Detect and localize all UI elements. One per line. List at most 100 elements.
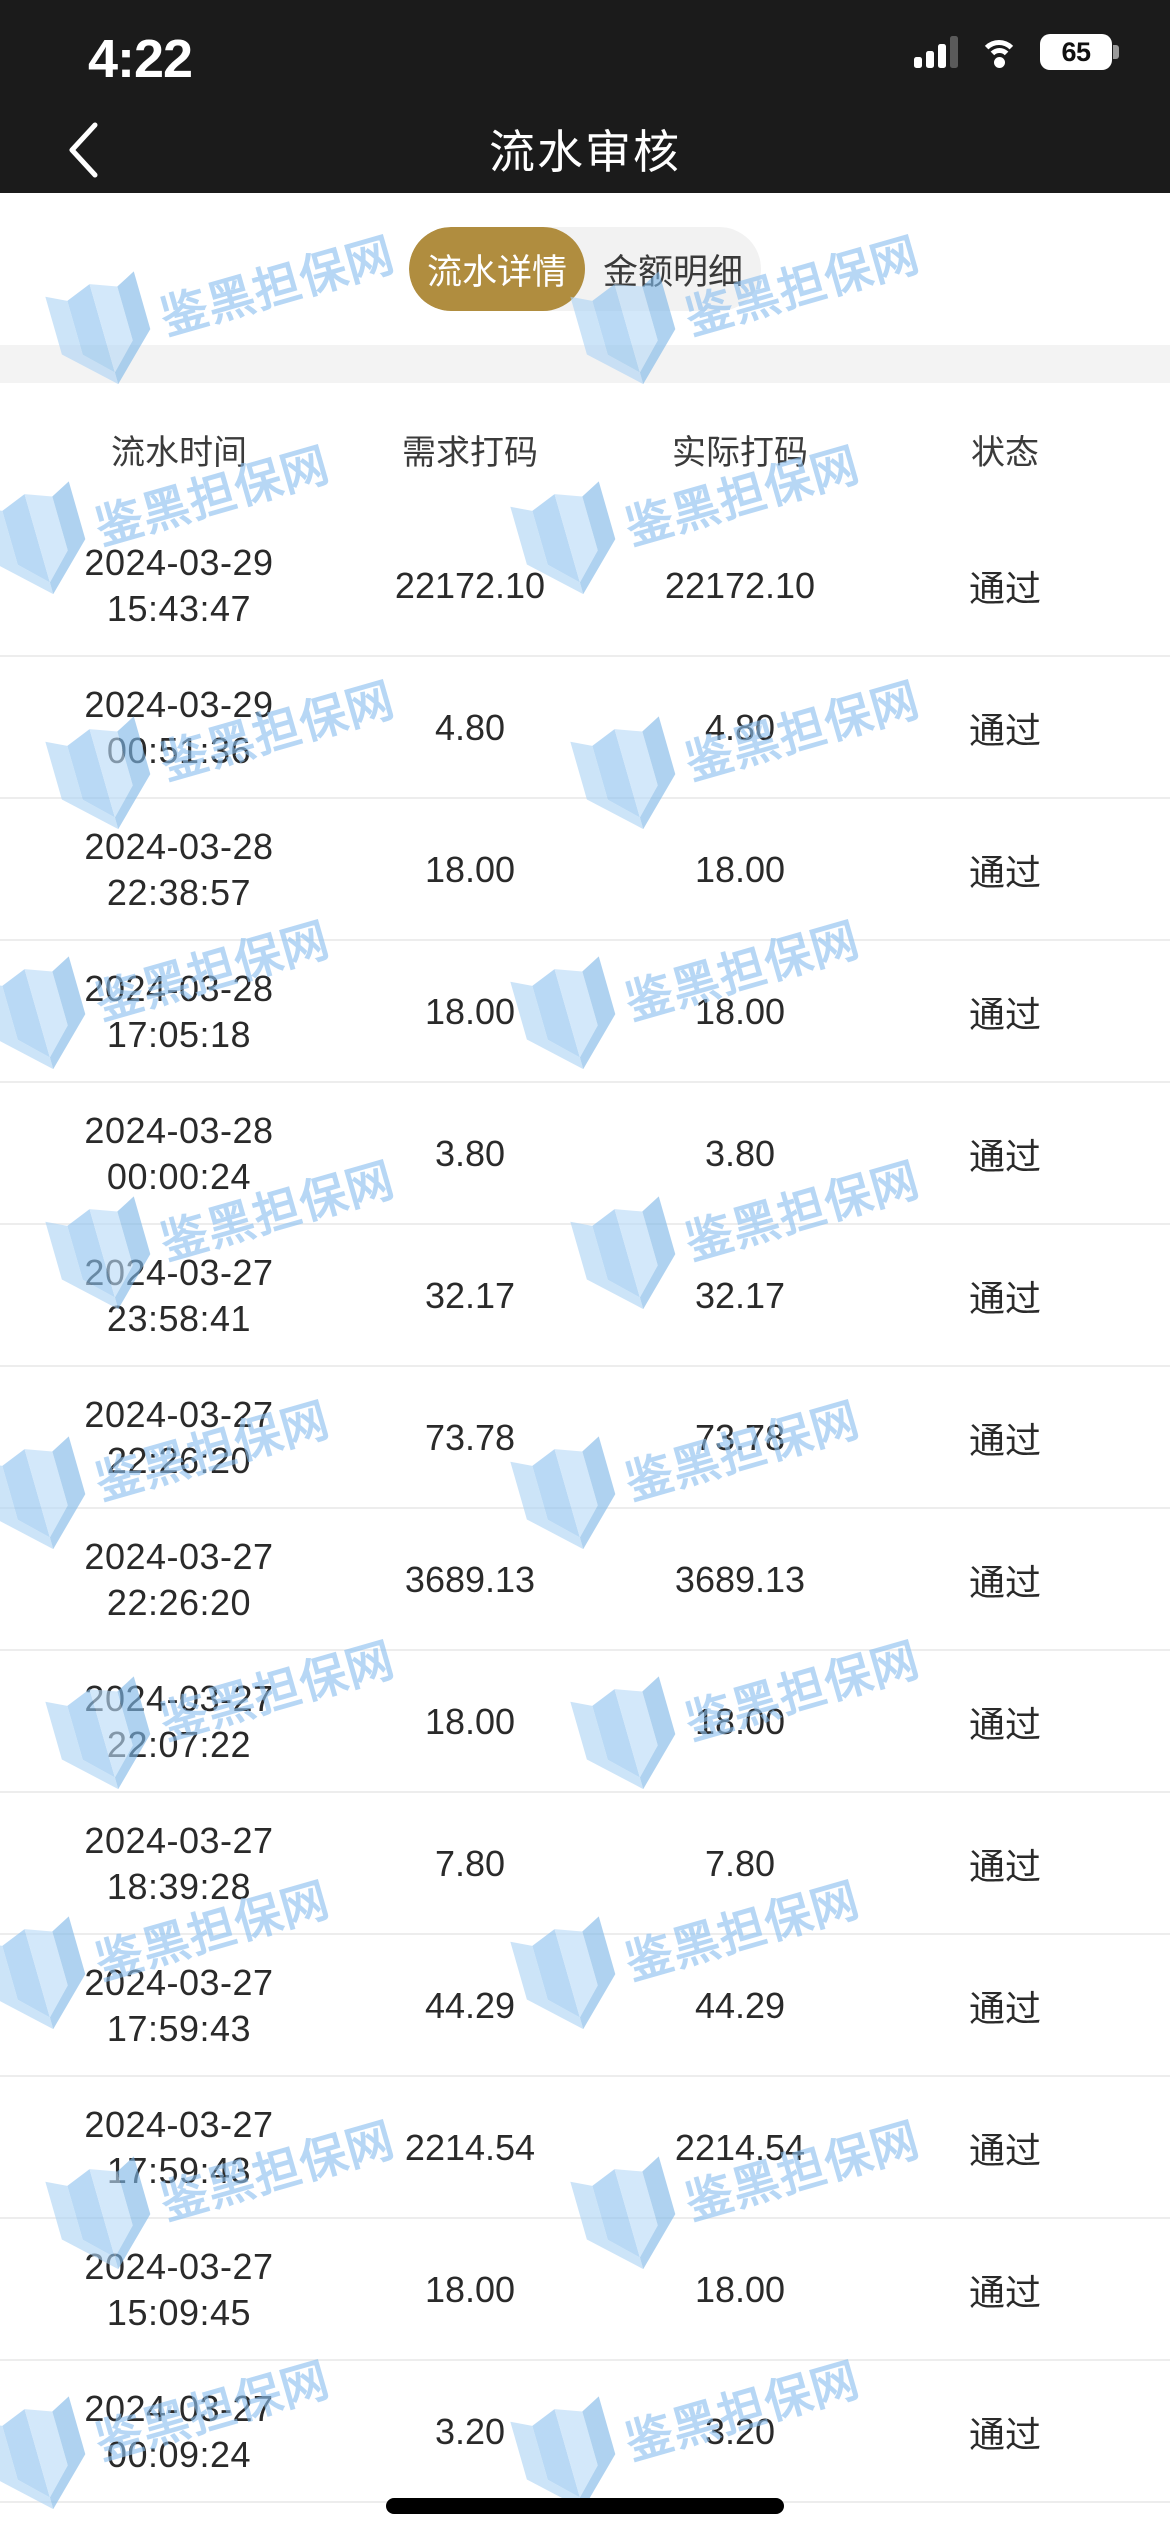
table-row[interactable]: 2024-03-27 23:58:41 32.17 32.17 通过	[0, 1225, 1170, 1367]
cell-transaction-time: 2024-03-28 22:38:57	[34, 799, 324, 941]
cell-required-code: 3689.13	[404, 1559, 536, 1600]
cell-actual-code: 44.29	[694, 1985, 786, 2026]
tab-liushui-xiangqing[interactable]: 流水详情	[409, 227, 585, 311]
cell-actual-code: 3.20	[704, 2411, 776, 2452]
transaction-date: 2024-03-29	[84, 683, 274, 725]
transaction-date: 2024-03-28	[84, 825, 274, 867]
cell-transaction-time: 2024-03-27 22:07:22	[34, 1651, 324, 1793]
status-bar-indicators: 65	[914, 34, 1119, 70]
transaction-date: 2024-03-28	[84, 967, 274, 1009]
status-badge: 通过	[968, 568, 1041, 609]
tab-jine-mingxi[interactable]: 金额明细	[585, 227, 761, 311]
transaction-date: 2024-03-27	[84, 1677, 274, 1719]
cell-required-code: 3.80	[434, 1133, 506, 1174]
transaction-clock: 22:38:57	[106, 872, 252, 913]
transaction-clock: 00:09:24	[106, 2434, 252, 2475]
cell-transaction-time: 2024-03-28 17:05:18	[34, 941, 324, 1083]
table-row[interactable]: 2024-03-27 00:09:24 3.20 3.20 通过	[0, 2361, 1170, 2503]
table-row[interactable]: 2024-03-28 22:38:57 18.00 18.00 通过	[0, 799, 1170, 941]
transaction-clock: 00:51:36	[106, 730, 252, 771]
tab-bar: 流水详情 金额明细	[0, 193, 1170, 345]
cell-actual-code: 7.80	[704, 1843, 776, 1884]
table-row[interactable]: 2024-03-27 22:26:20 3689.13 3689.13 通过	[0, 1509, 1170, 1651]
status-badge: 通过	[968, 994, 1041, 1035]
chevron-left-icon	[69, 122, 98, 178]
transaction-date: 2024-03-27	[84, 1535, 274, 1577]
transaction-date: 2024-03-28	[84, 1109, 274, 1151]
cell-required-code: 18.00	[424, 849, 516, 890]
table-row[interactable]: 2024-03-27 17:59:43 44.29 44.29 通过	[0, 1935, 1170, 2077]
cell-transaction-time: 2024-03-27 15:09:45	[34, 2219, 324, 2361]
table-row[interactable]: 2024-03-27 22:07:22 18.00 18.00 通过	[0, 1651, 1170, 1793]
cell-required-code: 73.78	[424, 1417, 516, 1458]
status-badge: 通过	[968, 852, 1041, 893]
cell-transaction-time: 2024-03-27 18:39:28	[34, 1793, 324, 1935]
cell-transaction-time: 2024-03-27 17:59:43	[34, 2077, 324, 2219]
tab-label: 流水详情	[426, 252, 567, 292]
table-row[interactable]: 2024-03-27 22:26:20 73.78 73.78 通过	[0, 1367, 1170, 1509]
cell-actual-code: 22172.10	[664, 565, 816, 606]
cell-actual-code: 18.00	[694, 849, 786, 890]
home-indicator[interactable]	[386, 2498, 784, 2514]
transaction-date: 2024-03-29	[84, 541, 274, 583]
transaction-date: 2024-03-27	[84, 1251, 274, 1293]
cell-transaction-time: 2024-03-27 22:26:20	[34, 1509, 324, 1651]
cell-transaction-time: 2024-03-29 00:51:36	[34, 657, 324, 799]
cell-required-code: 22172.10	[394, 565, 546, 606]
status-badge: 通过	[968, 1278, 1041, 1319]
battery-nub	[1113, 45, 1119, 59]
transaction-date: 2024-03-27	[84, 1393, 274, 1435]
cell-required-code: 32.17	[424, 1275, 516, 1316]
cellular-signal-icon	[914, 36, 958, 68]
cell-actual-code: 32.17	[694, 1275, 786, 1316]
cell-required-code: 7.80	[434, 1843, 506, 1884]
cell-actual-code: 18.00	[694, 1701, 786, 1742]
content-sheet: 流水详情 金额明细 流水时间 需求打码 实际打码 状态 2024-03-29 15…	[0, 193, 1170, 2532]
cell-required-code: 4.80	[434, 707, 506, 748]
table-body[interactable]: 2024-03-29 15:43:47 22172.10 22172.10 通过 2024…	[0, 515, 1170, 2503]
table-row[interactable]: 2024-03-29 15:43:47 22172.10 22172.10 通过	[0, 515, 1170, 657]
back-button[interactable]	[48, 119, 118, 181]
cell-actual-code: 2214.54	[674, 2127, 806, 2168]
tab-label: 金额明细	[602, 252, 743, 292]
table-row[interactable]: 2024-03-27 15:09:45 18.00 18.00 通过	[0, 2219, 1170, 2361]
table-row[interactable]: 2024-03-28 17:05:18 18.00 18.00 通过	[0, 941, 1170, 1083]
cell-actual-code: 3.80	[704, 1133, 776, 1174]
transaction-clock: 17:05:18	[106, 1014, 252, 1055]
tab-group: 流水详情 金额明细	[409, 227, 761, 311]
battery-icon: 65	[1040, 34, 1119, 70]
cell-transaction-time: 2024-03-27 17:59:43	[34, 1935, 324, 2077]
status-badge: 通过	[968, 1704, 1041, 1745]
status-badge: 通过	[968, 1420, 1041, 1461]
table-row[interactable]: 2024-03-27 17:59:43 2214.54 2214.54 通过	[0, 2077, 1170, 2219]
column-header-status: 状态	[971, 433, 1039, 472]
transaction-date: 2024-03-27	[84, 1819, 274, 1861]
cell-transaction-time: 2024-03-27 23:58:41	[34, 1225, 324, 1367]
table-row[interactable]: 2024-03-27 18:39:28 7.80 7.80 通过	[0, 1793, 1170, 1935]
status-badge: 通过	[968, 2414, 1041, 2455]
status-badge: 通过	[968, 1846, 1041, 1887]
status-badge: 通过	[968, 1562, 1041, 1603]
cell-transaction-time: 2024-03-27 22:26:20	[34, 1367, 324, 1509]
transaction-clock: 00:00:24	[106, 1156, 252, 1197]
transaction-clock: 17:59:43	[106, 2150, 252, 2191]
cell-actual-code: 18.00	[694, 991, 786, 1032]
transaction-clock: 22:07:22	[106, 1724, 252, 1765]
status-badge: 通过	[968, 2130, 1041, 2171]
cell-actual-code: 3689.13	[674, 1559, 806, 1600]
table-row[interactable]: 2024-03-29 00:51:36 4.80 4.80 通过	[0, 657, 1170, 799]
cell-required-code: 2214.54	[404, 2127, 536, 2168]
wifi-icon	[978, 36, 1020, 68]
status-bar-clock: 4:22	[88, 29, 193, 89]
page-title: 流水审核	[489, 126, 681, 178]
transaction-date: 2024-03-27	[84, 2103, 274, 2145]
table-header-row: 流水时间 需求打码 实际打码 状态	[0, 383, 1170, 515]
table-row[interactable]: 2024-03-28 00:00:24 3.80 3.80 通过	[0, 1083, 1170, 1225]
transaction-clock: 17:59:43	[106, 2008, 252, 2049]
transaction-clock: 15:43:47	[106, 588, 252, 629]
cell-required-code: 18.00	[424, 1701, 516, 1742]
transaction-clock: 15:09:45	[106, 2292, 252, 2333]
battery-level-label: 65	[1061, 36, 1091, 67]
cell-actual-code: 18.00	[694, 2269, 786, 2310]
column-header-need: 需求打码	[402, 433, 538, 472]
